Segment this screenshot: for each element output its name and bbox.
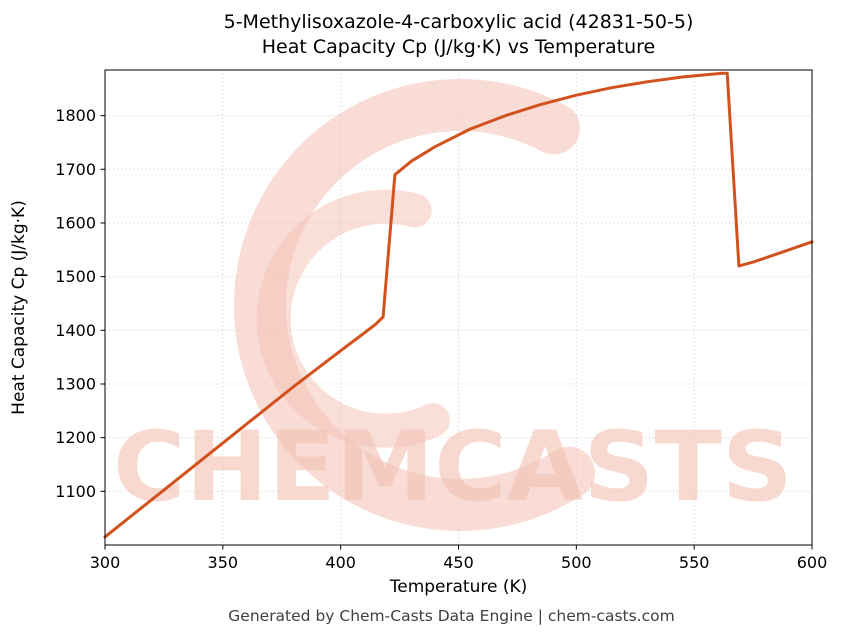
x-tick-label: 500 — [561, 553, 592, 572]
y-tick-label: 1100 — [55, 482, 96, 501]
watermark-c-logo-icon — [256, 189, 451, 448]
chart-title-line2: Heat Capacity Cp (J/kg·K) vs Temperature — [261, 36, 656, 59]
y-tick-label: 1800 — [55, 106, 96, 125]
y-tick-label: 1500 — [55, 267, 96, 286]
y-tick-label: 1300 — [55, 374, 96, 393]
x-tick-label: 350 — [208, 553, 239, 572]
y-axis-label: Heat Capacity Cp (J/kg·K) — [9, 200, 29, 415]
x-tick-label: 450 — [443, 553, 474, 572]
footer-attribution: Generated by Chem-Casts Data Engine | ch… — [228, 607, 675, 625]
x-axis-label: Temperature (K) — [389, 577, 528, 597]
y-tick-label: 1200 — [55, 428, 96, 447]
chart-title: 5-Methylisoxazole-4-carboxylic acid (428… — [0, 0, 843, 62]
chart-title-line1: 5-Methylisoxazole-4-carboxylic acid (428… — [223, 11, 694, 33]
x-tick-label: 550 — [679, 553, 710, 572]
plot-frame — [104, 69, 813, 546]
y-tick-label: 1700 — [55, 160, 96, 179]
x-tick-label: 600 — [797, 553, 828, 572]
y-tick-label: 1600 — [55, 213, 96, 232]
line-chart: 300 350 400 450 500 550 600 1100 1200 1300 1400 150… — [9, 69, 828, 597]
x-tick-label: 300 — [90, 553, 121, 572]
plot-area-wrapper: 300 350 400 450 500 550 600 1100 1200 1300 1400 150… — [0, 62, 843, 602]
watermark-text: CHEMCASTS — [113, 411, 793, 523]
cp-data-line — [103, 71, 814, 539]
x-tick-label: 400 — [325, 553, 356, 572]
y-tick-label: 1400 — [55, 321, 96, 340]
